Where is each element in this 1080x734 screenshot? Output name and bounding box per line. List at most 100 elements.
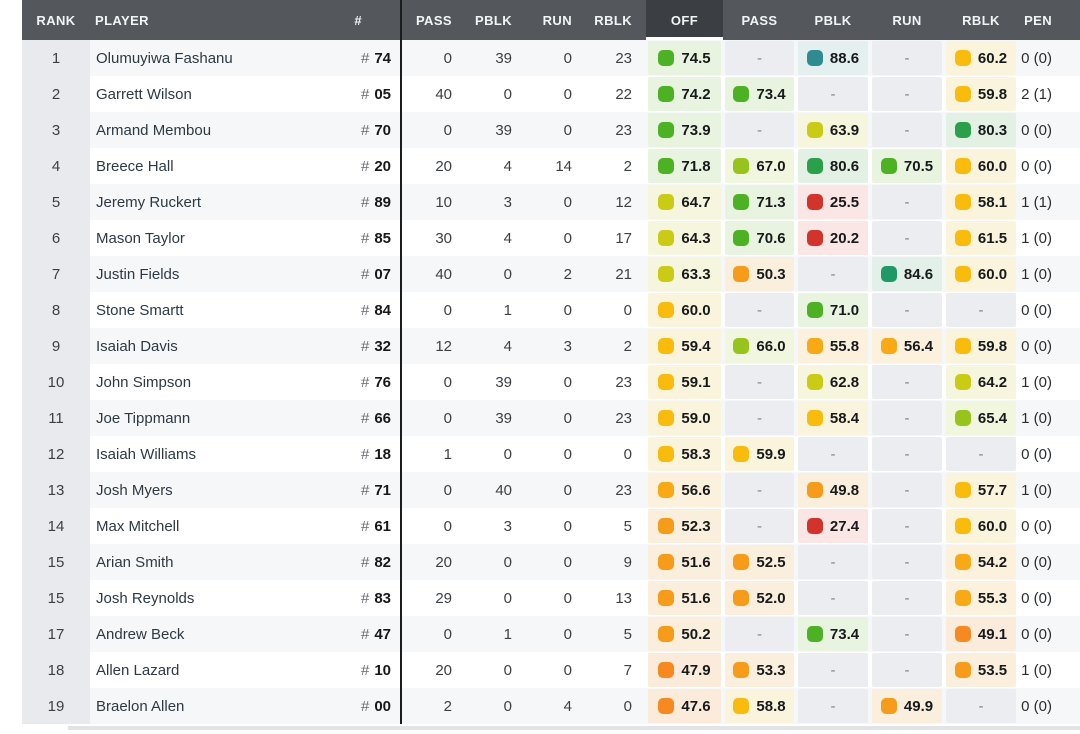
grade-empty: -: [946, 293, 1016, 327]
player-name-link[interactable]: Josh Myers: [96, 481, 173, 499]
grade-value: 20.2: [829, 229, 860, 247]
player-name-link[interactable]: Max Mitchell: [96, 517, 180, 535]
grade-cell: 73.4: [796, 616, 870, 652]
section-divider: [400, 292, 402, 328]
player-name-link[interactable]: Jeremy Ruckert: [96, 193, 202, 211]
table-body: 1 Olumuyiwa Fashanu #74 0 39 0 23 74.5-88.6-60.…: [22, 40, 1080, 724]
grade-empty: -: [725, 473, 794, 507]
grade-badge: 73.4: [725, 77, 794, 111]
jersey-hash-icon: #: [360, 697, 370, 715]
rank-cell: 11: [22, 400, 90, 436]
player-name-link[interactable]: Braelon Allen: [96, 697, 185, 715]
grade-cell: 71.8: [646, 148, 723, 184]
jersey-number: 74: [374, 49, 391, 67]
player-name-link[interactable]: Isaiah Williams: [96, 445, 197, 463]
grade-value: 74.2: [681, 85, 711, 103]
grade-cell: 58.3: [646, 436, 723, 472]
player-name-link[interactable]: Arian Smith: [96, 553, 174, 571]
col-header-grade-pblk[interactable]: PBLK: [814, 12, 852, 28]
col-header-snap-run[interactable]: RUN: [542, 12, 572, 28]
grade-badge: 74.5: [648, 41, 721, 75]
grade-cell: -: [870, 652, 944, 688]
col-header-grade-rblk[interactable]: RBLK: [962, 12, 1000, 28]
grade-cell: -: [944, 688, 1018, 724]
col-header-snap-pass[interactable]: PASS: [415, 12, 452, 28]
snap-count: 1: [503, 625, 512, 643]
player-name-link[interactable]: Josh Reynolds: [96, 589, 195, 607]
player-name-link[interactable]: Olumuyiwa Fashanu: [96, 49, 233, 67]
grade-badge: 20.2: [798, 221, 868, 255]
player-name-link[interactable]: Mason Taylor: [96, 229, 185, 247]
grade-badge: 60.0: [946, 257, 1016, 291]
player-name-link[interactable]: Allen Lazard: [96, 661, 180, 679]
snap-count: 0: [563, 589, 572, 607]
snap-count: 1: [503, 301, 512, 319]
grade-cell: -: [870, 436, 944, 472]
jersey-hash-icon: #: [360, 445, 370, 463]
grade-square-icon: [880, 338, 897, 354]
grade-cell: -: [870, 508, 944, 544]
grade-value: 71.8: [681, 157, 711, 175]
col-header-grade-pass[interactable]: PASS: [741, 12, 778, 28]
grade-cell: 64.3: [646, 220, 723, 256]
grade-square-icon: [658, 374, 675, 390]
grade-empty: -: [798, 545, 868, 579]
col-header-snap-pblk[interactable]: PBLK: [475, 12, 512, 28]
grade-badge: 60.0: [946, 149, 1016, 183]
grade-empty: -: [946, 689, 1016, 723]
grade-cell: 61.5: [944, 220, 1018, 256]
player-name-link[interactable]: Andrew Beck: [96, 625, 185, 643]
grade-cell: 59.1: [646, 364, 723, 400]
col-header-jersey[interactable]: #: [354, 12, 362, 28]
player-name-link[interactable]: Armand Membou: [96, 121, 212, 139]
grade-badge: 62.8: [798, 365, 868, 399]
player-name-link[interactable]: Breece Hall: [96, 157, 174, 175]
grade-value: 74.5: [681, 49, 711, 67]
grade-cell: 52.5: [723, 544, 796, 580]
grade-value: 73.4: [756, 85, 786, 103]
col-header-grade-off[interactable]: OFF: [646, 0, 723, 40]
jersey-hash-icon: #: [360, 157, 370, 175]
grade-square-icon: [658, 266, 675, 282]
player-name-link[interactable]: Justin Fields: [96, 265, 180, 283]
grade-cell: 56.6: [646, 472, 723, 508]
grade-square-icon: [954, 338, 971, 354]
jersey-cell: #82: [260, 544, 400, 580]
col-header-rank[interactable]: RANK: [36, 12, 76, 28]
jersey-hash-icon: #: [360, 553, 370, 571]
player-name-link[interactable]: Joe Tippmann: [96, 409, 191, 427]
col-header-grade-run[interactable]: RUN: [892, 12, 922, 28]
jersey-cell: #85: [260, 220, 400, 256]
grade-badge: 57.7: [946, 473, 1016, 507]
snap-count: 17: [615, 229, 632, 247]
pen-value: 1 (0): [1021, 661, 1052, 679]
jersey-hash-icon: #: [360, 409, 370, 427]
grade-cell: 59.4: [646, 328, 723, 364]
player-name-link[interactable]: Stone Smartt: [96, 301, 184, 319]
player-name-link[interactable]: John Simpson: [96, 373, 192, 391]
grade-cell: 53.5: [944, 652, 1018, 688]
grade-empty: -: [872, 293, 942, 327]
grade-badge: 47.6: [648, 689, 721, 723]
player-name-link[interactable]: Garrett Wilson: [96, 85, 192, 103]
grade-square-icon: [658, 590, 675, 606]
grade-square-icon: [658, 86, 675, 102]
grade-cell: 62.8: [796, 364, 870, 400]
section-divider: [400, 184, 402, 220]
jersey-cell: #10: [260, 652, 400, 688]
jersey-number: 20: [374, 157, 391, 175]
player-grades-table: RANK PLAYER # PASS PBLK RUN RBLK OFF PASS PBLK RUN…: [22, 0, 1080, 724]
grade-cell: 71.3: [723, 184, 796, 220]
section-divider: [400, 256, 402, 292]
player-cell: Allen Lazard: [90, 652, 260, 688]
grade-cell: -: [870, 40, 944, 76]
grade-cell: -: [796, 256, 870, 292]
grade-value: 27.4: [829, 517, 860, 535]
grade-badge: 63.9: [798, 113, 868, 147]
player-name-link[interactable]: Isaiah Davis: [96, 337, 178, 355]
jersey-number: 07: [374, 265, 391, 283]
col-header-player[interactable]: PLAYER: [95, 12, 149, 28]
col-header-snap-rblk[interactable]: RBLK: [594, 12, 632, 28]
col-header-pen[interactable]: PEN: [1024, 12, 1052, 28]
grade-empty: -: [798, 437, 868, 471]
